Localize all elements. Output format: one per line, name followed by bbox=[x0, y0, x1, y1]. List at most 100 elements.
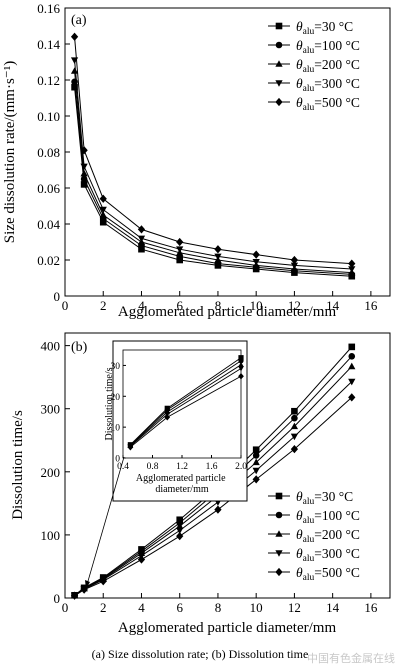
chart-b-series-3-point bbox=[290, 422, 299, 430]
chart-a-legend-marker-4 bbox=[275, 80, 283, 87]
chart-b-x-tick-label: 14 bbox=[326, 600, 340, 615]
chart-a-y-tick-label: 0.06 bbox=[37, 181, 60, 196]
chart-a-series-1-point bbox=[80, 181, 88, 188]
chart-a-series-4-point bbox=[176, 246, 184, 253]
chart-a-series-5-point bbox=[137, 225, 146, 234]
inset-box bbox=[112, 340, 248, 502]
chart-a-x-tick-label: 16 bbox=[364, 298, 378, 313]
inset-pointer-arrowhead bbox=[85, 580, 90, 589]
chart-b-series-4-point bbox=[252, 467, 260, 475]
chart-b-series-2-point bbox=[252, 452, 260, 459]
chart-b-series-3-point bbox=[176, 522, 184, 529]
inset-x-axis-label: Agglomerated particle diameter/mm bbox=[136, 473, 228, 495]
chart-b-legend-label-3: θalu=200 °C bbox=[296, 527, 360, 545]
chart-a-legend-label-1: θalu=30 °C bbox=[296, 19, 353, 37]
chart-b-y-tick-label: 100 bbox=[41, 528, 61, 543]
chart-a-panel-label: (a) bbox=[71, 13, 87, 28]
chart-a: (a) 0 2 4 6 8 10 12 14 16 0 0.02 0.04 0.06 0.08 0.10 0.… bbox=[2, 1, 391, 320]
chart-a-y-tick-label: 0.14 bbox=[37, 37, 60, 52]
chart-b-series-5-point bbox=[176, 532, 184, 541]
chart-b-series-5-point bbox=[137, 555, 146, 564]
chart-a-series-4-point bbox=[80, 163, 88, 171]
chart-b-legend-label-2: θalu=100 °C bbox=[296, 508, 360, 526]
chart-a-series-3-point bbox=[99, 211, 107, 218]
chart-a-series-5-point bbox=[176, 237, 184, 247]
chart-a-legend-marker-3 bbox=[275, 60, 283, 67]
chart-a-legend-label-2: θalu=100 °C bbox=[296, 38, 360, 56]
inset-series-2-point bbox=[238, 358, 244, 364]
chart-a-series-4-point bbox=[348, 266, 356, 273]
chart-b-series bbox=[70, 343, 356, 600]
inset-x-tick-label: 0.8 bbox=[147, 462, 159, 472]
chart-b-series-5-point bbox=[99, 577, 107, 586]
chart-b-x-tick-label: 0 bbox=[62, 600, 69, 615]
chart-b-legend-marker-1 bbox=[275, 492, 283, 500]
chart-b-series-4-point bbox=[290, 433, 299, 441]
inset-x-axis-label-line2: diameter/mm bbox=[155, 484, 209, 495]
chart-b-series-1-point bbox=[291, 407, 298, 415]
chart-b-x-tick-label: 6 bbox=[176, 600, 183, 615]
chart-a-x-tick-label: 4 bbox=[138, 298, 145, 313]
inset-series-5-point bbox=[127, 443, 134, 451]
watermark: 中国有色金属在线 bbox=[307, 651, 395, 665]
chart-b-y-axis-label: Dissolution time/s bbox=[10, 410, 26, 520]
chart-b-series-4-point bbox=[348, 378, 356, 386]
inset-series-4-point bbox=[238, 366, 244, 372]
chart-a-y-tick-label: 0.04 bbox=[37, 217, 60, 232]
chart-a-x-axis-label: Agglomerated particle diameter/mm bbox=[118, 304, 337, 320]
chart-a-series-3-point bbox=[80, 169, 88, 177]
chart-a-y-tick-label: 0.08 bbox=[37, 145, 60, 160]
chart-b-series-1-point bbox=[348, 343, 356, 351]
chart-b-series-5-point bbox=[348, 393, 356, 402]
chart-a-y-tick-label: 0.10 bbox=[37, 109, 60, 124]
chart-b-legend-marker-2 bbox=[275, 511, 283, 519]
inset-y-tick-label: 20 bbox=[111, 393, 121, 403]
chart-a-x-tick-label: 12 bbox=[288, 298, 301, 313]
chart-a-y-tick-label: 0.12 bbox=[37, 73, 60, 88]
chart-b-inset: 0.4 0.8 1.2 1.6 2.0 0 10 20 30 Dissolution time/… bbox=[85, 340, 248, 589]
chart-a-x-tick-label: 6 bbox=[176, 298, 183, 313]
chart-b-series-3-point bbox=[252, 458, 260, 466]
inset-ticks: 0.4 0.8 1.2 1.6 2.0 0 10 20 30 bbox=[111, 362, 248, 472]
inset-series bbox=[127, 355, 244, 451]
inset-series-3-point bbox=[238, 361, 244, 368]
chart-b-y-tick-label: 300 bbox=[41, 402, 61, 417]
inset-pointer-line bbox=[85, 456, 125, 589]
chart-a-y-axis-label: Size dissolution rate/(mm·s⁻¹) bbox=[2, 61, 18, 243]
inset-x-tick-label: 1.6 bbox=[206, 462, 218, 472]
inset-series-1-point bbox=[238, 355, 244, 361]
chart-b-series-3-point bbox=[348, 362, 356, 370]
inset-x-tick-label: 1.2 bbox=[176, 462, 188, 472]
chart-b-legend-label-5: θalu=500 °C bbox=[296, 565, 360, 583]
chart-b-series-1-point bbox=[252, 446, 260, 454]
chart-b-y-tick-label: 200 bbox=[41, 465, 61, 480]
chart-b-series-5-point bbox=[214, 505, 222, 514]
chart-a-series-3-point bbox=[70, 67, 79, 74]
chart-a-legend-label-3: θalu=200 °C bbox=[296, 57, 360, 75]
chart-a-series-5-point bbox=[348, 259, 356, 268]
chart-a-series-1-point bbox=[99, 218, 107, 226]
chart-b-series-5-point bbox=[290, 444, 299, 454]
chart-a-series-5-point bbox=[99, 194, 107, 203]
chart-b-series-4-point bbox=[176, 527, 184, 535]
chart-b-series-5-point bbox=[252, 475, 260, 484]
chart-a-ticks: 0 2 4 6 8 10 12 14 16 0 0.02 0.04 0.06 0.08 0.10 0.12 0.… bbox=[37, 1, 378, 313]
chart-a-series-5-point bbox=[80, 146, 88, 155]
chart-b-panel-label: (b) bbox=[71, 340, 88, 355]
inset-y-tick-label: 30 bbox=[111, 362, 121, 372]
chart-a-x-tick-label: 14 bbox=[326, 298, 340, 313]
chart-a-series-5-point bbox=[252, 250, 260, 259]
inset-y-tick-label: 0 bbox=[115, 455, 120, 465]
chart-b-x-tick-label: 16 bbox=[364, 600, 378, 615]
chart-b-x-tick-label: 8 bbox=[215, 600, 222, 615]
inset-x-axis-label-line1: Agglomerated particle bbox=[136, 473, 226, 484]
chart-b-series-2-point bbox=[291, 414, 298, 422]
inset-series-5-point bbox=[164, 414, 171, 421]
chart-b-x-axis-label: Agglomerated particle diameter/mm bbox=[118, 620, 337, 636]
chart-a-legend-label-5: θalu=500 °C bbox=[296, 95, 360, 113]
chart-a-y-tick-label: 0 bbox=[54, 289, 61, 304]
